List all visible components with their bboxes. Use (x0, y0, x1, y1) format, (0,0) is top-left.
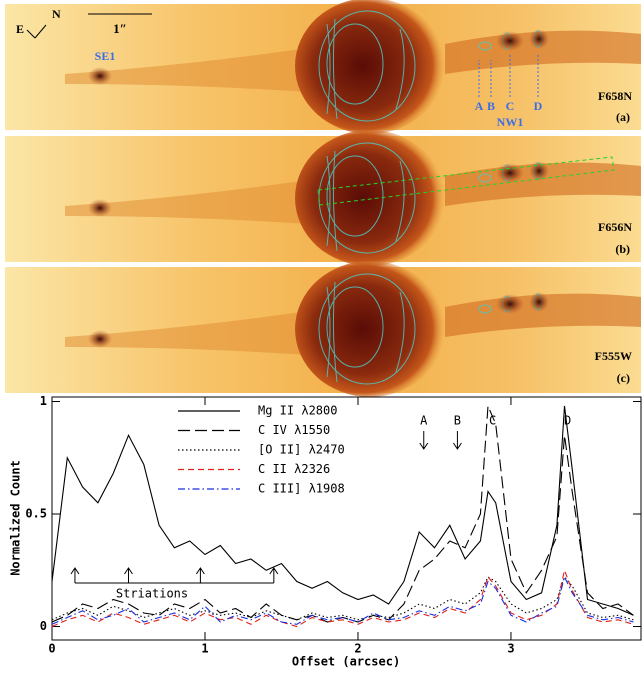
striations-label: Striations (116, 587, 188, 601)
knot-label: A (475, 99, 484, 113)
peak-label: D (564, 414, 571, 428)
series-line (51, 575, 634, 621)
image (4, 260, 642, 398)
compass-e: E (16, 22, 24, 36)
compass-n: N (52, 7, 61, 21)
compass (26, 24, 47, 39)
se1-label: SE1 (95, 49, 116, 63)
plot-frame (51, 396, 642, 641)
series-line (51, 568, 634, 628)
series-line (51, 405, 634, 623)
panel-tag: (b) (615, 242, 630, 256)
y-tick-label: 1 (40, 394, 47, 408)
nw1-label: NW1 (497, 115, 524, 129)
y-axis-title: Normalized Count (9, 460, 23, 576)
legend-label: Mg II λ2800 (258, 404, 337, 418)
peak-arrow (419, 431, 429, 450)
panel-c (4, 260, 642, 398)
peak-arrow (452, 431, 462, 450)
y-tick-label: 0.5 (25, 507, 47, 521)
y-tick-label: 0 (40, 619, 47, 633)
legend-label: C IV λ1550 (258, 423, 330, 437)
x-tick-label: 2 (354, 642, 361, 656)
peak-label: B (454, 414, 461, 428)
peak-label: A (420, 414, 428, 428)
peak-label: C (489, 414, 496, 428)
filter-label: F555W (595, 349, 632, 363)
image (4, 0, 642, 135)
image (4, 129, 642, 267)
knot-label: D (534, 99, 543, 113)
striations-bracket (70, 567, 279, 584)
x-tick-label: 3 (507, 642, 514, 656)
scale-label: 1″ (113, 21, 127, 36)
legend-label: C II λ2326 (258, 462, 330, 476)
x-tick-label: 0 (48, 642, 55, 656)
panel-a (4, 0, 642, 135)
legend-label: C III] λ1908 (258, 482, 345, 496)
x-axis-title: Offset (arcsec) (292, 655, 400, 669)
filter-label: F656N (598, 220, 632, 234)
panel-tag: (c) (617, 371, 630, 385)
series-line (51, 405, 634, 616)
slit (317, 156, 615, 206)
legend-label: [O II] λ2470 (258, 443, 345, 457)
panel-b (4, 129, 642, 267)
knot-label: C (506, 99, 515, 113)
series-line (51, 575, 634, 625)
panel-tag: (a) (616, 110, 630, 124)
knot-label: B (487, 99, 495, 113)
filter-label: F658N (598, 89, 632, 103)
x-tick-label: 1 (201, 642, 208, 656)
